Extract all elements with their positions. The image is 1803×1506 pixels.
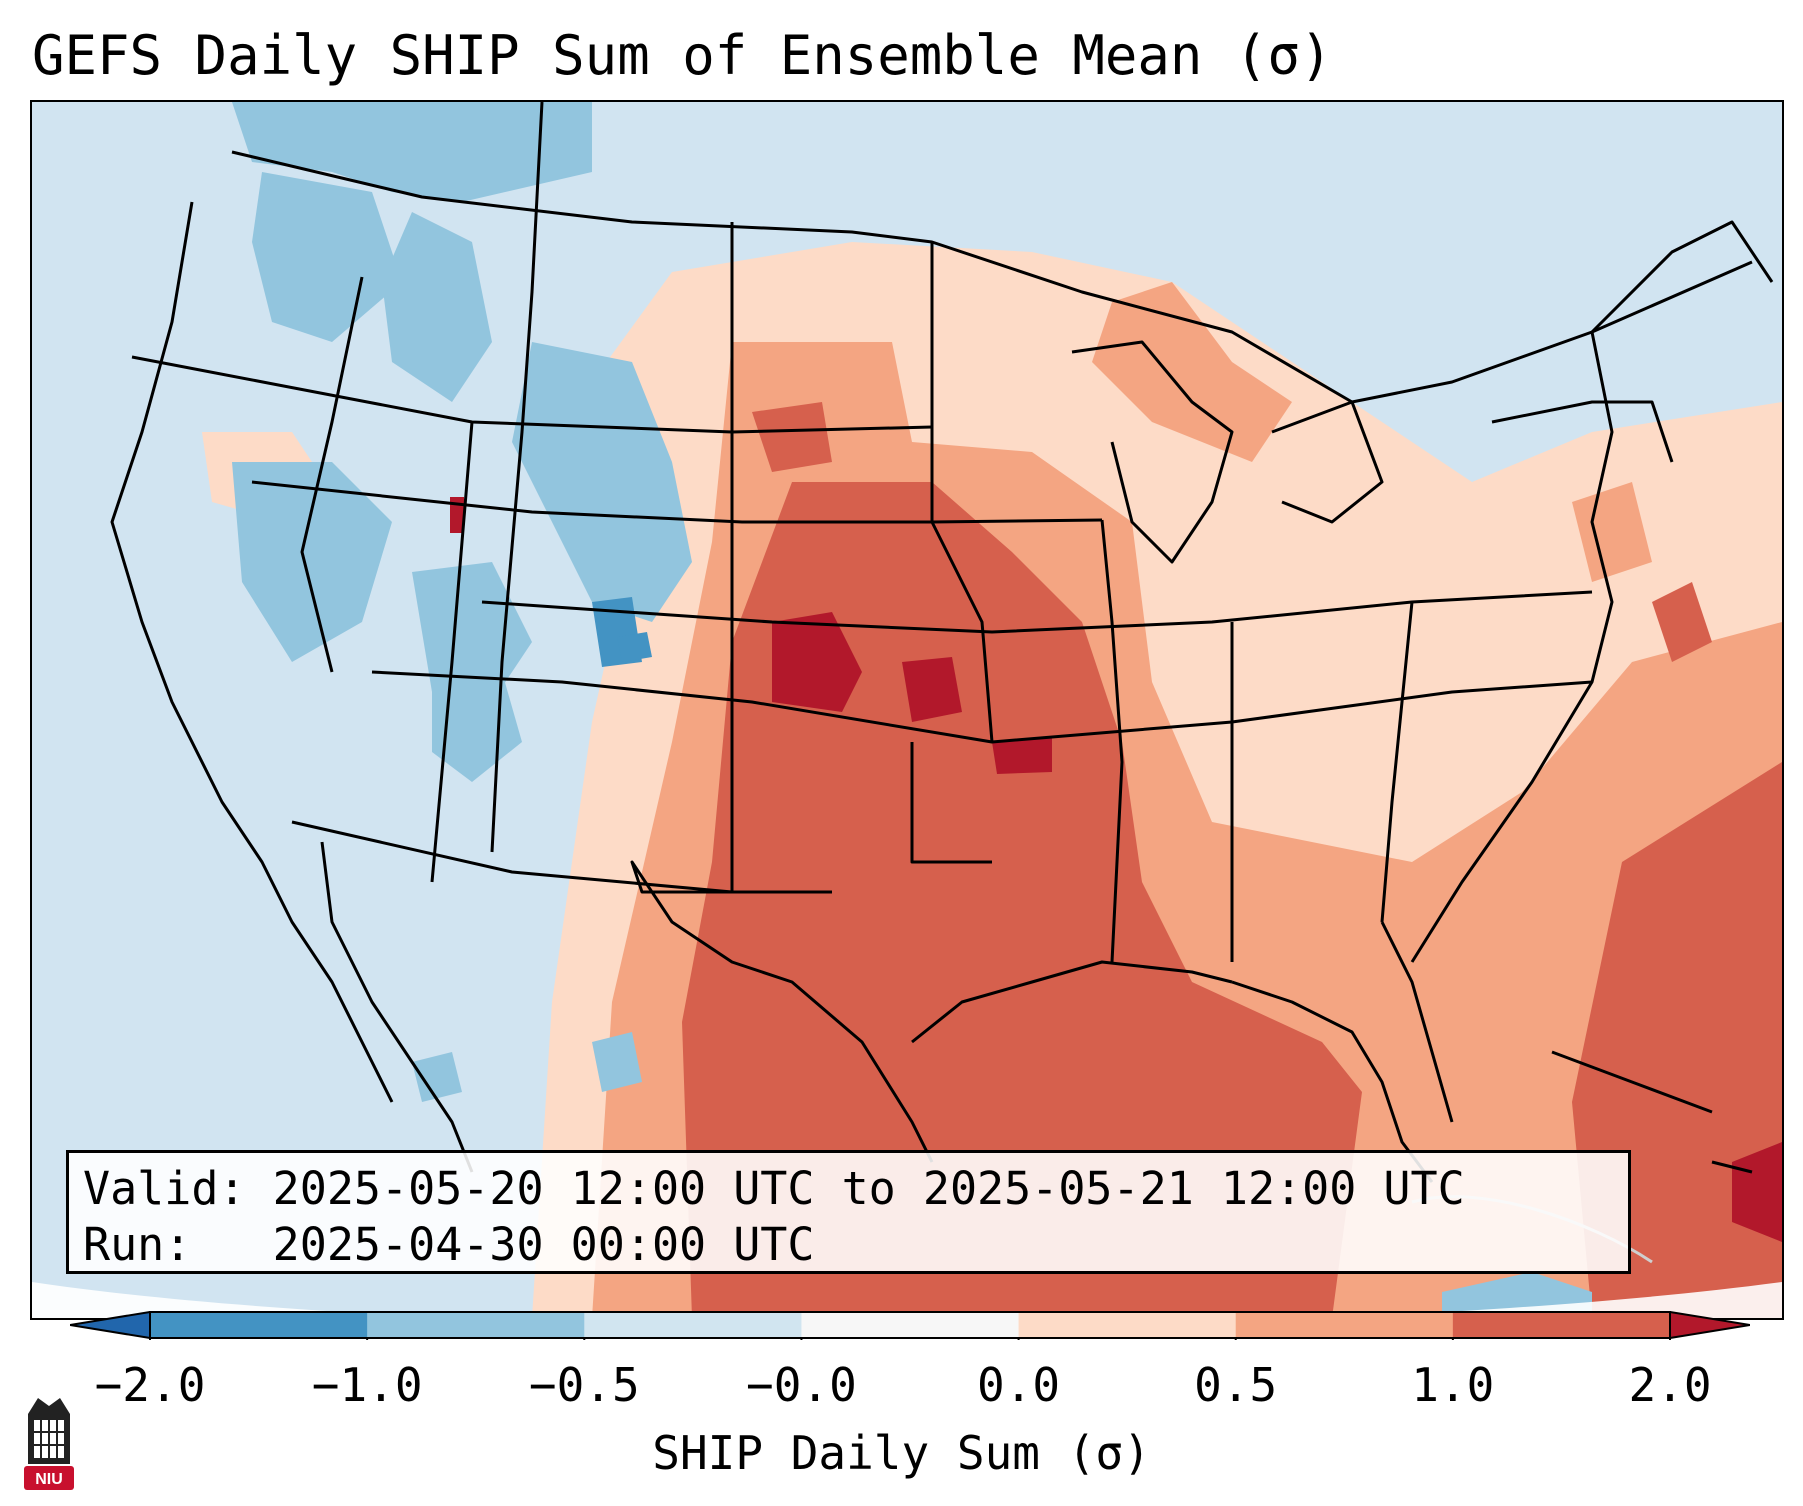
svg-text:NIU: NIU xyxy=(35,1471,63,1488)
field-negative-strong xyxy=(592,597,652,667)
valid-run-info-box: Valid: 2025-05-20 12:00 UTC to 2025-05-2… xyxy=(66,1150,1631,1274)
colorbar-bin xyxy=(1235,1312,1454,1338)
valid-time-text: Valid: 2025-05-20 12:00 UTC to 2025-05-2… xyxy=(83,1162,1465,1215)
ship-field-map xyxy=(32,102,1782,1318)
colorbar-bin xyxy=(584,1312,802,1338)
colorbar-tick-label: −2.0 xyxy=(94,1358,206,1412)
colorbar-tick-label: 0.0 xyxy=(977,1358,1061,1412)
colorbar-label: SHIP Daily Sum (σ) xyxy=(652,1426,1151,1480)
colorbar-tick-labels: −2.0 −1.0 −0.5 −0.0 0.0 0.5 1.0 2.0 xyxy=(0,1358,1803,1418)
field-positive-extreme xyxy=(450,497,1782,1242)
colorbar-tick-label: −1.0 xyxy=(311,1358,423,1412)
colorbar-under-arrow xyxy=(70,1312,150,1338)
colorbar xyxy=(70,1311,1750,1340)
state-borders xyxy=(110,102,1774,1183)
run-time-text: Run: 2025-04-30 00:00 UTC xyxy=(83,1218,815,1271)
colorbar-tick-label: 0.5 xyxy=(1194,1358,1278,1412)
colorbar-tick-label: −0.5 xyxy=(528,1358,640,1412)
map-area xyxy=(30,100,1784,1320)
colorbar-tick-label: 1.0 xyxy=(1411,1358,1495,1412)
colorbar-tick-label: 2.0 xyxy=(1628,1358,1712,1412)
colorbar-bin xyxy=(1452,1312,1671,1338)
field-negative xyxy=(232,102,1592,1318)
colorbar-bin xyxy=(801,1312,1020,1338)
colorbar-bin xyxy=(1018,1312,1237,1338)
map-title: GEFS Daily SHIP Sum of Ensemble Mean (σ) xyxy=(32,24,1333,87)
colorbar-bins xyxy=(150,1312,1671,1338)
niu-logo-icon: NIU xyxy=(24,1398,74,1490)
colorbar-outline xyxy=(149,1311,1671,1339)
colorbar-bin xyxy=(367,1312,585,1338)
colorbar-over-arrow xyxy=(1670,1312,1750,1338)
colorbar-tick-label: −0.0 xyxy=(746,1358,857,1412)
colorbar-bin xyxy=(150,1312,368,1338)
